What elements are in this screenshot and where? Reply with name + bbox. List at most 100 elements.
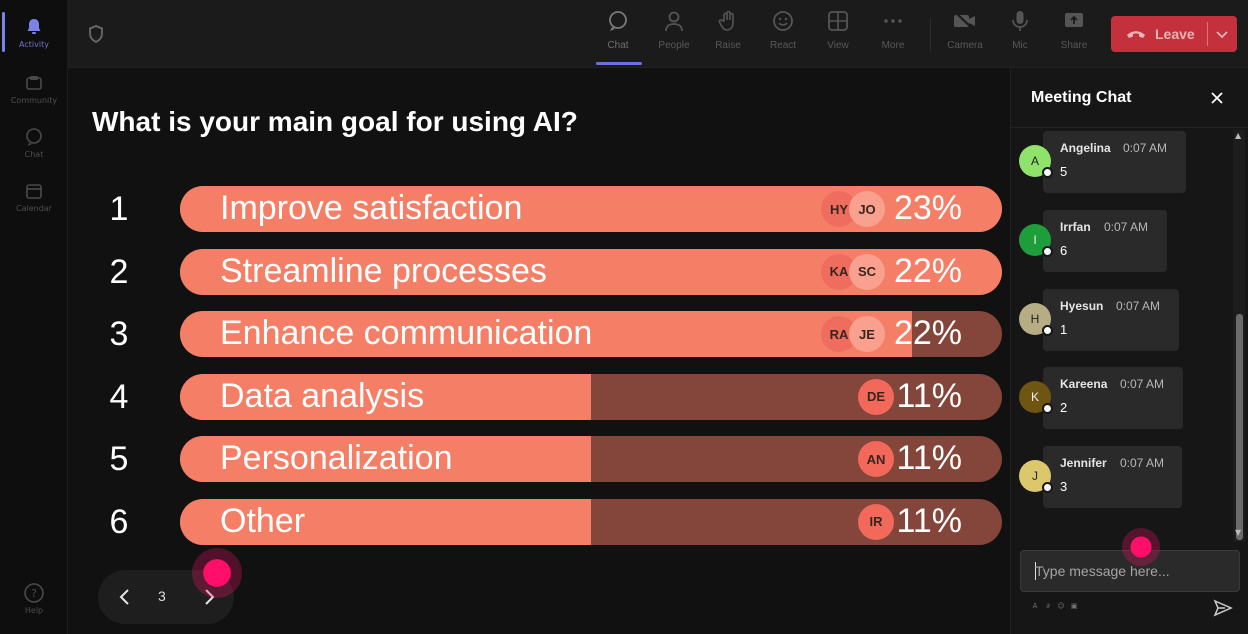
- chat-button[interactable]: Chat: [592, 8, 644, 64]
- option-percentage: 22%: [893, 314, 962, 352]
- rail-label: Calendar: [16, 204, 52, 213]
- message-text: 3: [1060, 479, 1068, 494]
- more-icon: [880, 8, 906, 34]
- result-bar-fill: [180, 373, 591, 420]
- option-percentage: 23%: [893, 189, 962, 227]
- chat-message-field[interactable]: [1035, 561, 1225, 581]
- option-number: 4: [109, 377, 129, 416]
- poll-option-row: 2 Streamline processes KA SC 22%: [68, 248, 1010, 297]
- message-bubble: Angelina 0:07 AM 5: [1043, 131, 1186, 193]
- shield-icon[interactable]: [86, 24, 106, 44]
- leave-button[interactable]: Leave: [1111, 16, 1237, 52]
- view-label: View: [827, 40, 849, 51]
- rail-label: Chat: [24, 150, 44, 159]
- leave-divider: [1207, 22, 1208, 46]
- voter-avatar: AN: [858, 441, 894, 477]
- option-label: Improve satisfaction: [220, 189, 523, 227]
- chat-icon: [605, 8, 631, 34]
- option-number: 3: [109, 315, 129, 353]
- presence-status-icon: [1042, 167, 1053, 178]
- left-rail: Activity Community Chat Calendar ? Help: [0, 0, 68, 634]
- more-button[interactable]: More: [867, 8, 919, 64]
- chat-label: Chat: [607, 40, 629, 51]
- rail-label: Help: [24, 606, 44, 615]
- smiley-icon: [770, 8, 796, 34]
- view-button[interactable]: View: [812, 8, 864, 64]
- send-icon[interactable]: [1213, 598, 1233, 618]
- camera-off-icon: [952, 8, 978, 34]
- emoji-icon[interactable]: ☺: [1057, 602, 1065, 610]
- share-button[interactable]: Share: [1048, 8, 1100, 64]
- option-label: Streamline processes: [220, 251, 547, 290]
- rail-item-community[interactable]: Community: [0, 62, 68, 114]
- voter-avatar: KA: [821, 253, 857, 290]
- rail-item-activity[interactable]: Activity: [0, 6, 68, 58]
- poll-option-row: 4 Data analysis DE 11%: [68, 373, 1010, 422]
- sender-name: Hyesun: [1060, 299, 1104, 313]
- scroll-down-icon[interactable]: ▼: [1235, 528, 1242, 537]
- scroll-up-icon[interactable]: ▲: [1235, 131, 1242, 140]
- toolbar-divider: [930, 18, 931, 52]
- chat-scroll-thumb[interactable]: [1236, 314, 1243, 540]
- voter-avatar: JE: [849, 316, 885, 352]
- result-bar-fill: [180, 436, 591, 482]
- message-timestamp: 0:07 AM: [1120, 456, 1165, 470]
- message-timestamp: 0:07 AM: [1123, 141, 1168, 155]
- people-button[interactable]: People: [648, 8, 700, 64]
- chat-title: Meeting Chat: [1031, 89, 1132, 106]
- presence-status-icon: [1042, 482, 1053, 493]
- gif-icon[interactable]: ▣: [1070, 602, 1078, 610]
- result-bar: Other IR 11%: [180, 498, 1002, 545]
- poll-results-stage: What is your main goal for using AI? 1 Im…: [68, 68, 1010, 634]
- meeting-toolbar: Chat People Raise React View More Camera: [68, 0, 1248, 68]
- voter-avatar: IR: [858, 503, 894, 540]
- poll-option-row: 5 Personalization AN 11%: [68, 436, 1010, 484]
- camera-label: Camera: [947, 40, 983, 51]
- sender-name: Irrfan: [1060, 220, 1091, 234]
- option-number: 1: [109, 190, 129, 228]
- close-icon[interactable]: [1207, 88, 1227, 108]
- raise-hand-button[interactable]: Raise: [702, 8, 754, 64]
- message-text: 5: [1060, 164, 1068, 179]
- message-timestamp: 0:07 AM: [1120, 377, 1165, 391]
- format-icon[interactable]: A: [1032, 602, 1038, 610]
- svg-text:?: ?: [31, 587, 37, 600]
- chevron-left-icon[interactable]: [114, 586, 136, 608]
- sender-name: Angelina: [1060, 141, 1111, 155]
- mic-button[interactable]: Mic: [994, 8, 1046, 64]
- option-number: 5: [109, 440, 129, 478]
- chevron-down-icon[interactable]: [1213, 24, 1231, 44]
- attach-icon[interactable]: ∂: [1046, 602, 1050, 610]
- rail-item-chat[interactable]: Chat: [0, 116, 68, 168]
- option-number: 6: [109, 502, 129, 541]
- rail-item-help[interactable]: ? Help: [0, 572, 68, 624]
- presence-status-icon: [1042, 403, 1053, 414]
- raise-label: Raise: [715, 40, 741, 51]
- page-number: 3: [158, 588, 166, 604]
- result-bar-fill: [180, 311, 912, 357]
- people-label: People: [658, 40, 690, 51]
- rail-label: Activity: [19, 40, 49, 49]
- community-icon: [23, 72, 45, 94]
- rail-item-calendar[interactable]: Calendar: [0, 170, 68, 222]
- voter-avatar: JO: [849, 191, 885, 227]
- react-button[interactable]: React: [757, 8, 809, 64]
- poll-option-row: 1 Improve satisfaction HY JO 23%: [68, 186, 1010, 234]
- option-label: Enhance communication: [220, 314, 593, 352]
- leave-label: Leave: [1155, 26, 1195, 42]
- result-bar: Enhance communication RA JE 22%: [180, 311, 1002, 357]
- result-bar: Streamline processes KA SC 22%: [180, 248, 1002, 295]
- message-text: 6: [1060, 243, 1068, 258]
- option-number: 2: [109, 252, 129, 291]
- message-bubble: Kareena 0:07 AM 2: [1043, 367, 1183, 429]
- phone-hangup-icon: [1125, 27, 1147, 41]
- chat-header: Meeting Chat: [1011, 68, 1248, 128]
- message-bubble: Irrfan 0:07 AM 6: [1043, 210, 1167, 272]
- chat-icon: [23, 126, 45, 148]
- camera-button[interactable]: Camera: [939, 8, 991, 64]
- option-percentage: 11%: [896, 376, 962, 415]
- voter-avatar: SC: [849, 253, 885, 290]
- option-label: Data analysis: [220, 376, 425, 415]
- sender-name: Kareena: [1060, 377, 1108, 391]
- option-label: Personalization: [220, 439, 453, 477]
